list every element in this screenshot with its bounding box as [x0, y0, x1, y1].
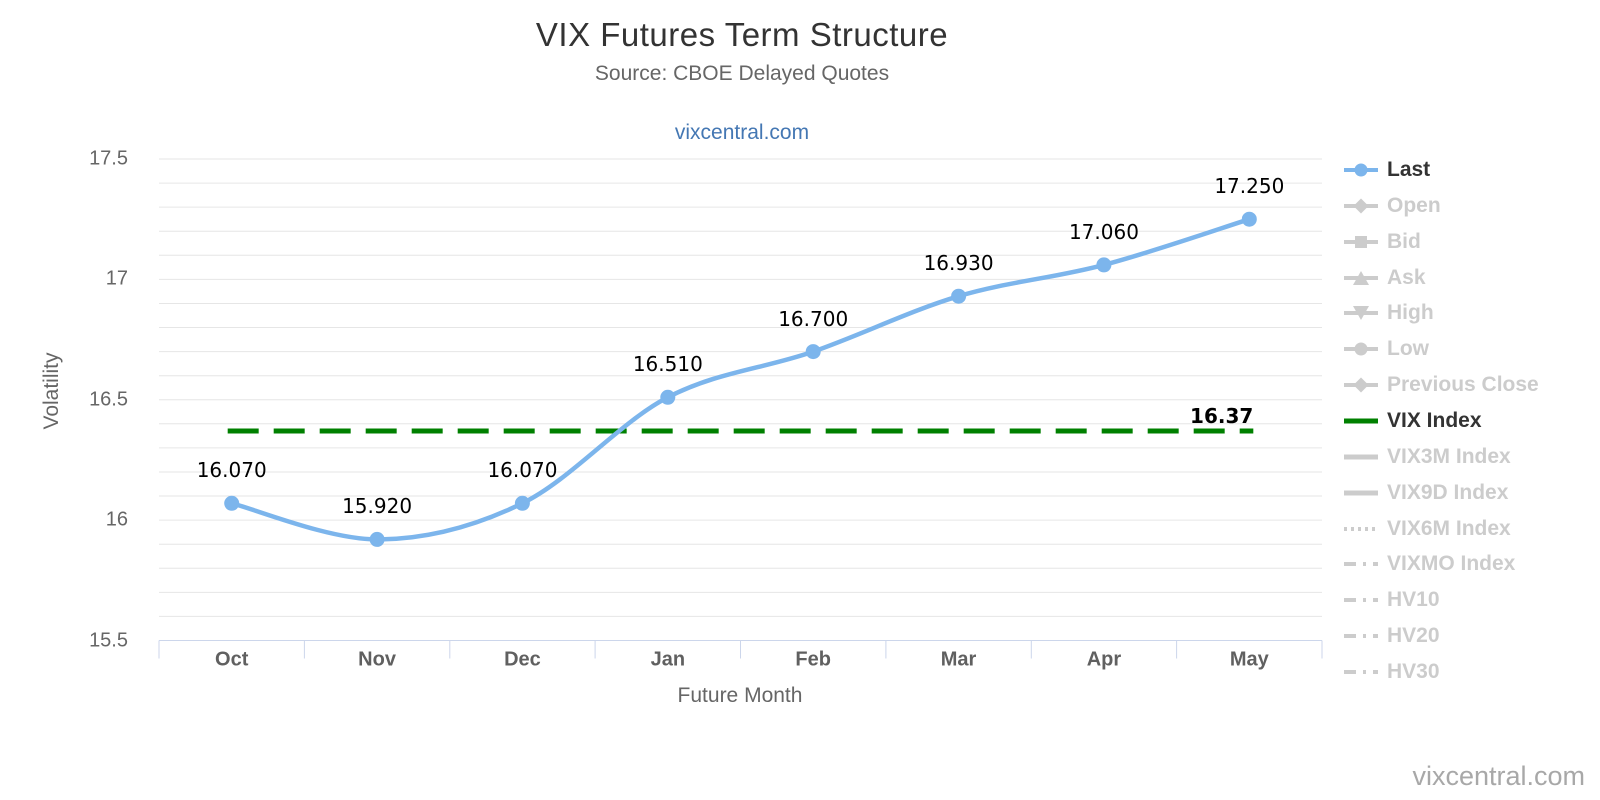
legend-symbol-dashdot-line: [1344, 562, 1378, 567]
last-series-line: [231, 217, 1250, 542]
watermark: vixcentral.com: [1412, 761, 1585, 791]
legend-label: Open: [1387, 193, 1441, 217]
y-tick-label: 17.5: [89, 147, 128, 170]
legend-symbol-solid-line: [1344, 454, 1378, 460]
data-label-feb: 16.700: [778, 306, 849, 331]
legend-item-previous-close[interactable]: Previous Close: [1343, 367, 1539, 403]
legend-symbol-triangle-up: [1344, 270, 1378, 285]
chart-header: VIX Futures Term Structure Source: CBOE …: [0, 0, 1484, 145]
legend-symbol-solid-line: [1344, 418, 1378, 424]
legend-item-vix9d-index[interactable]: VIX9D Index: [1343, 475, 1508, 511]
x-tick-label-jan: Jan: [650, 648, 686, 671]
legend-item-vixmo-index[interactable]: VIXMO Index: [1343, 546, 1515, 582]
data-point-oct[interactable]: [224, 495, 240, 511]
legend-label: Low: [1387, 337, 1429, 361]
legend-item-vix6m-index[interactable]: VIX6M Index: [1343, 511, 1511, 547]
y-tick-label: 15.5: [89, 629, 128, 651]
legend-item-last[interactable]: Last: [1343, 152, 1430, 188]
legend-item-ask[interactable]: Ask: [1343, 260, 1426, 296]
legend-item-high[interactable]: High: [1343, 295, 1434, 331]
legend-label: High: [1387, 301, 1434, 325]
legend-symbol-dashdot-line: [1344, 598, 1378, 603]
legend-item-hv20[interactable]: HV20: [1343, 618, 1440, 654]
data-point-mar[interactable]: [951, 288, 967, 304]
x-tick-label-oct: Oct: [215, 648, 249, 671]
vixcentral-link[interactable]: vixcentral.com: [674, 121, 810, 144]
legend-label: HV10: [1387, 588, 1440, 612]
x-axis-title: Future Month: [677, 684, 803, 707]
legend-item-hv10[interactable]: HV10: [1343, 582, 1440, 618]
data-point-apr[interactable]: [1096, 257, 1112, 273]
data-point-nov[interactable]: [369, 531, 385, 547]
legend-label: VIX3M Index: [1387, 444, 1511, 468]
data-label-apr: 17.060: [1068, 219, 1139, 244]
legend-item-hv30[interactable]: HV30: [1343, 654, 1440, 690]
legend-symbol-solid-line: [1344, 490, 1378, 496]
legend-symbol-diamond: [1344, 377, 1378, 393]
y-tick-label: 16: [105, 508, 128, 531]
data-label-may: 17.250: [1214, 174, 1285, 199]
legend-label: Previous Close: [1387, 373, 1539, 397]
legend-label: Ask: [1387, 265, 1426, 289]
legend-symbol-triangle-down: [1344, 306, 1378, 321]
legend-item-vix3m-index[interactable]: VIX3M Index: [1343, 439, 1511, 475]
data-label-mar: 16.930: [923, 251, 994, 276]
legend-label: Last: [1387, 158, 1431, 181]
legend-symbol-diamond: [1344, 198, 1378, 214]
chart-subtitle: Source: CBOE Delayed Quotes: [594, 62, 890, 85]
x-tick-label-feb: Feb: [795, 648, 831, 671]
x-tick-label-nov: Nov: [358, 648, 396, 671]
x-tick-label-may: May: [1229, 648, 1269, 671]
x-tick-label-apr: Apr: [1086, 648, 1122, 671]
legend-label: Bid: [1387, 229, 1421, 253]
data-point-dec[interactable]: [514, 495, 530, 511]
legend-label: VIX9D Index: [1387, 480, 1509, 504]
legend-item-low[interactable]: Low: [1343, 331, 1429, 367]
legend-label: HV30: [1387, 659, 1440, 683]
data-point-feb[interactable]: [805, 344, 821, 360]
legend-item-vix-index[interactable]: VIX Index: [1343, 403, 1482, 439]
data-label-nov: 15.920: [342, 494, 413, 519]
legend-symbol-dashdot-line: [1344, 634, 1378, 639]
legend-symbol-square: [1344, 235, 1378, 248]
y-tick-label: 16.5: [89, 388, 128, 411]
legend-symbol-dashdot-line: [1344, 669, 1378, 674]
data-point-jan[interactable]: [660, 389, 676, 405]
data-label-dec: 16.070: [487, 458, 558, 483]
legend-label: HV20: [1387, 624, 1440, 648]
legend-item-open[interactable]: Open: [1343, 188, 1441, 224]
data-label-jan: 16.510: [632, 352, 703, 377]
y-axis-title: Volatility: [40, 352, 63, 430]
legend-item-bid[interactable]: Bid: [1343, 224, 1421, 260]
legend-label: VIXMO Index: [1387, 552, 1516, 576]
x-tick-label-mar: Mar: [940, 648, 977, 671]
legend-label: VIX Index: [1387, 408, 1482, 432]
chart-title: VIX Futures Term Structure: [535, 16, 949, 53]
x-tick-label-dec: Dec: [504, 648, 541, 671]
y-tick-label: 17: [105, 267, 128, 290]
legend-symbol-circle-gray: [1344, 342, 1378, 356]
vix-index-label: 16.37: [1190, 404, 1254, 429]
legend-symbol-dotted-line: [1344, 526, 1378, 531]
legend-symbol-circle: [1344, 163, 1378, 177]
data-label-oct: 16.070: [196, 458, 267, 483]
legend-label: VIX6M Index: [1387, 516, 1511, 540]
data-point-may[interactable]: [1241, 211, 1257, 227]
